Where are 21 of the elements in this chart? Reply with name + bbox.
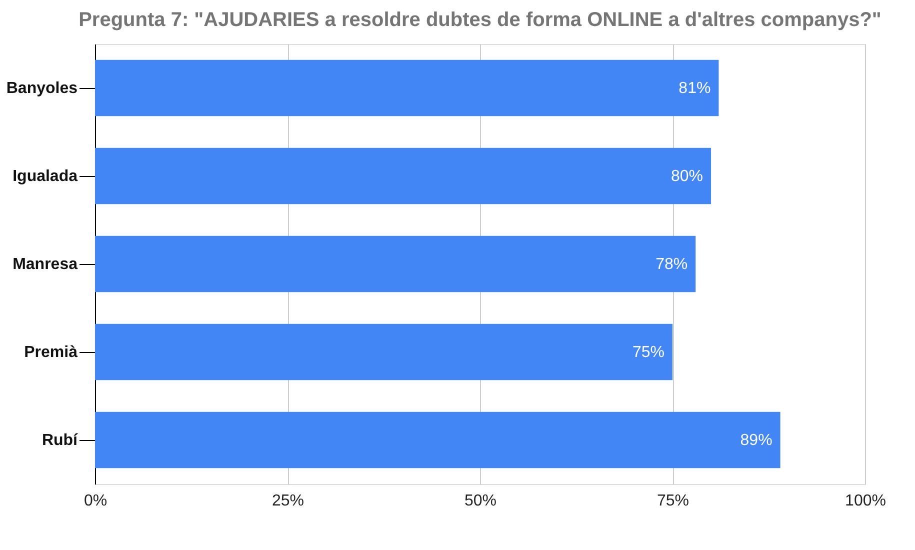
data-label: 75% <box>632 344 664 361</box>
bar <box>95 412 780 468</box>
x-tick-label: 100% <box>845 492 886 510</box>
x-tick-label: 75% <box>656 492 690 510</box>
data-label: 89% <box>740 432 772 449</box>
x-tick-label: 25% <box>272 492 304 510</box>
bar <box>95 324 672 380</box>
bar <box>95 60 719 116</box>
data-label: 80% <box>670 168 703 185</box>
x-tick-label: 50% <box>464 492 497 510</box>
data-label: 78% <box>656 256 688 273</box>
y-tick-label: Igualada <box>12 168 78 185</box>
chart-title: Pregunta 7: "AJUDARIES a resoldre dubtes de forma ONLINE a d'altres companys?" <box>78 9 882 31</box>
data-label: 81% <box>678 80 711 97</box>
bar <box>95 236 696 292</box>
y-tick-label: Manresa <box>12 256 78 273</box>
bar <box>95 148 711 204</box>
x-tick-label: 0% <box>84 492 108 510</box>
y-tick-label: Rubí <box>42 432 78 449</box>
y-tick-label: Banyoles <box>6 80 78 97</box>
y-tick-label: Premià <box>24 344 78 361</box>
